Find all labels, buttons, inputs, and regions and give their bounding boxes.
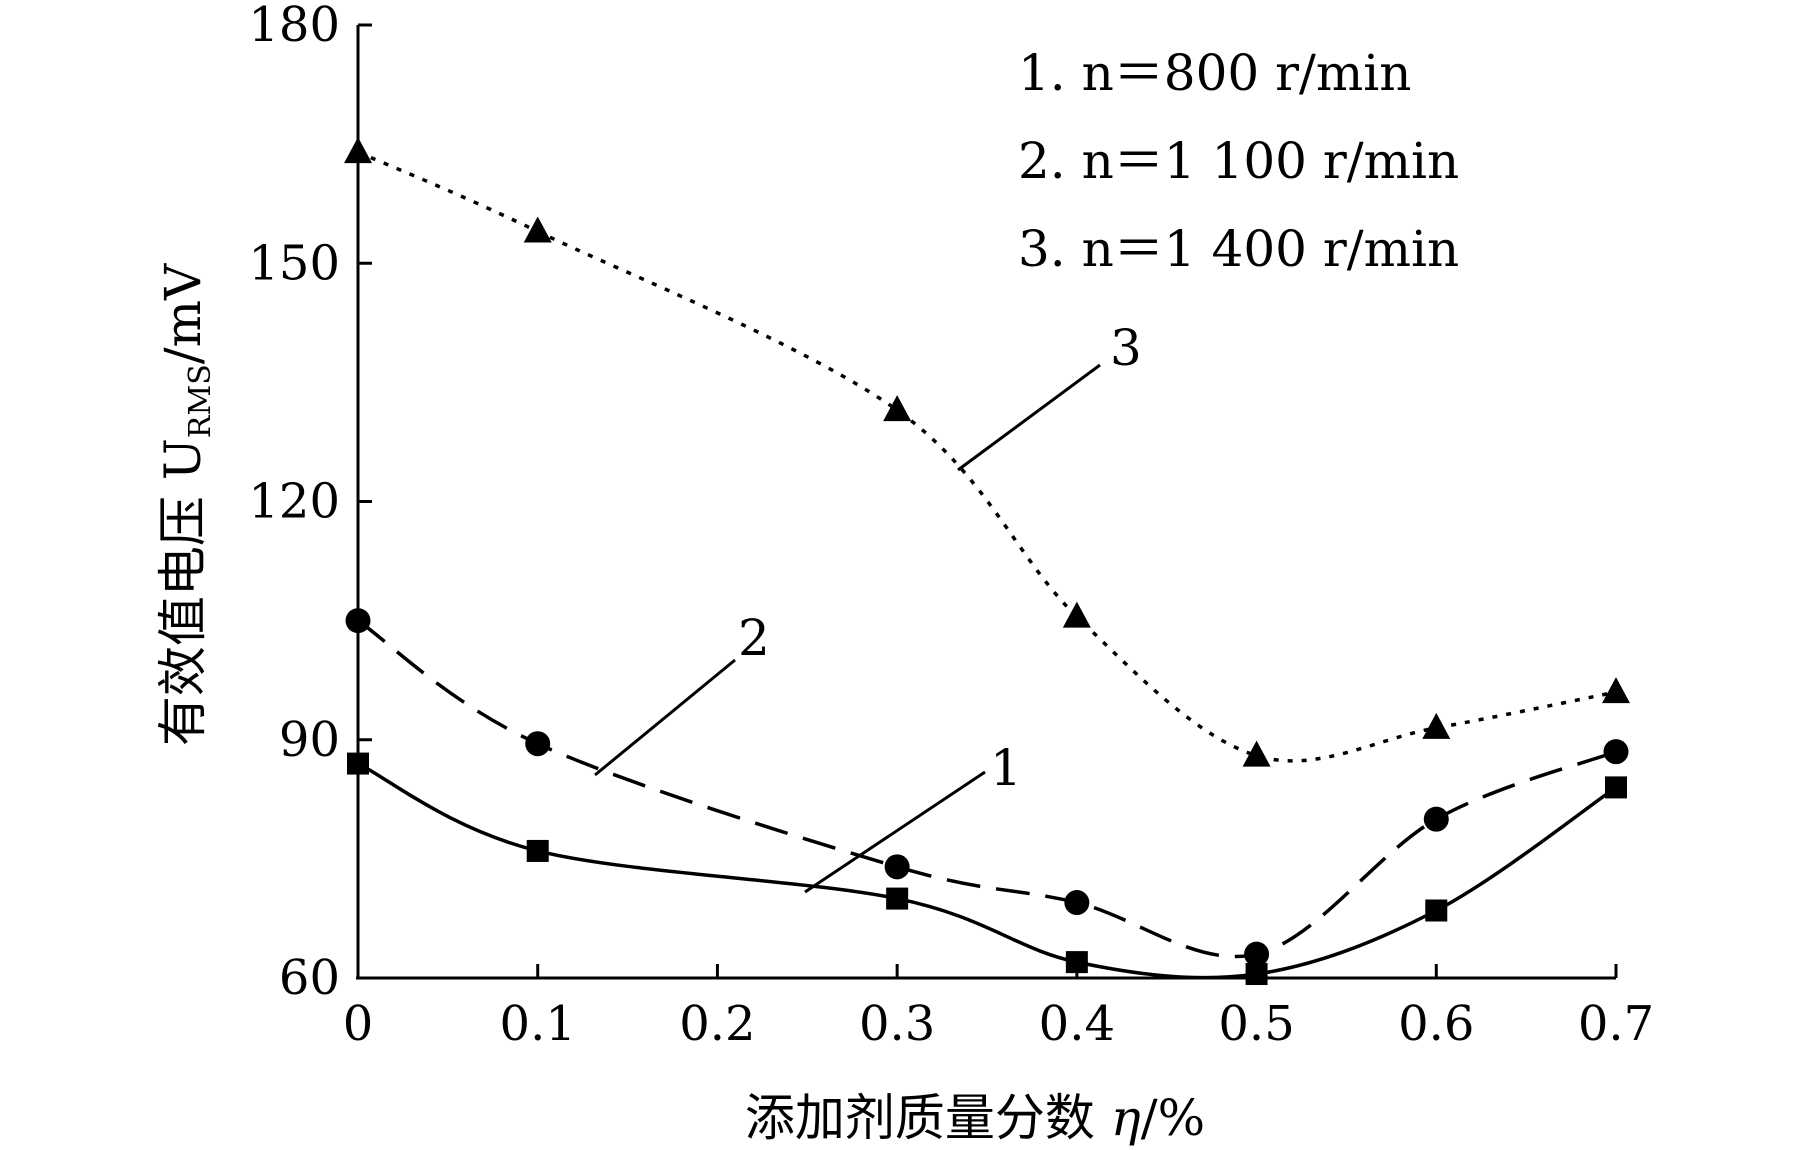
y-tick-label-3: 150: [248, 235, 340, 291]
legend: 1. n＝800 r/min 2. n＝1 100 r/min 3. n＝1 4…: [1018, 44, 1459, 278]
series-1-line: [357, 762, 1617, 980]
callout-label-3: 3: [1110, 319, 1142, 377]
callout-label-2: 2: [738, 609, 770, 667]
series-1-point-6: [1605, 776, 1627, 799]
series-3-point-6: [1602, 677, 1630, 704]
x-axis-title: 添加剂质量分数 η/%: [745, 1089, 1205, 1147]
y-axis-title: 有效值电压 URMS/mV: [154, 263, 218, 746]
callouts: 3 2 1: [594, 319, 1142, 894]
series-1-point-2: [886, 887, 909, 910]
x-tick-label-0: 0: [343, 996, 374, 1052]
series-2-point-5: [1423, 806, 1449, 832]
series-3-point-1: [523, 216, 552, 243]
ticks-layer: 0 0.1 0.2 0.3 0.4 0.5 0.6 0.7 60 90 120 150 180: [248, 0, 1654, 1052]
legend-entry-3: 3. n＝1 400 r/min: [1018, 220, 1459, 278]
x-tick-label-6: 0.6: [1398, 996, 1474, 1052]
x-axis-title-unit: /%: [1141, 1089, 1205, 1147]
series-2-point-1: [525, 731, 551, 757]
y-tick-label-4: 180: [248, 0, 340, 53]
callout-label-1: 1: [990, 739, 1022, 797]
series-3-point-2: [883, 395, 912, 422]
series-1-point-1: [526, 839, 549, 862]
x-axis-title-main: 添加剂质量分数: [745, 1089, 1111, 1147]
y-axis-title-unit: /mV: [154, 263, 212, 364]
series-2-point-3: [1064, 890, 1090, 916]
series-1-point-3: [1065, 951, 1088, 974]
series-2-point-4: [1244, 941, 1270, 967]
series-3-point-5: [1422, 712, 1451, 739]
y-axis-title-sub: RMS: [183, 364, 218, 438]
legend-entry-2: 2. n＝1 100 r/min: [1018, 132, 1459, 190]
x-tick-label-1: 0.1: [500, 996, 576, 1052]
y-tick-label-1: 90: [279, 712, 340, 768]
y-tick-label-0: 60: [279, 950, 340, 1006]
series-3-point-4: [1242, 740, 1271, 767]
x-tick-label-7: 0.7: [1578, 996, 1654, 1052]
callout-line-1: [804, 770, 986, 894]
callout-line-2: [594, 658, 736, 777]
x-tick-label-3: 0.3: [859, 996, 935, 1052]
series-layer: [344, 137, 1630, 986]
series-3-point-3: [1062, 601, 1091, 628]
x-axis-title-symbol: η: [1111, 1089, 1141, 1147]
x-tick-label-2: 0.2: [679, 996, 755, 1052]
y-axis-title-main: 有效值电压 U: [154, 438, 212, 746]
series-2-point-6: [1603, 739, 1629, 765]
y-tick-label-2: 120: [248, 474, 340, 530]
legend-entry-1: 1. n＝800 r/min: [1018, 44, 1411, 102]
x-tick-label-4: 0.4: [1039, 996, 1115, 1052]
x-tick-label-5: 0.5: [1218, 996, 1294, 1052]
series-2-point-2: [884, 854, 910, 880]
callout-line-3: [957, 363, 1101, 472]
series-1-point-5: [1425, 899, 1448, 922]
